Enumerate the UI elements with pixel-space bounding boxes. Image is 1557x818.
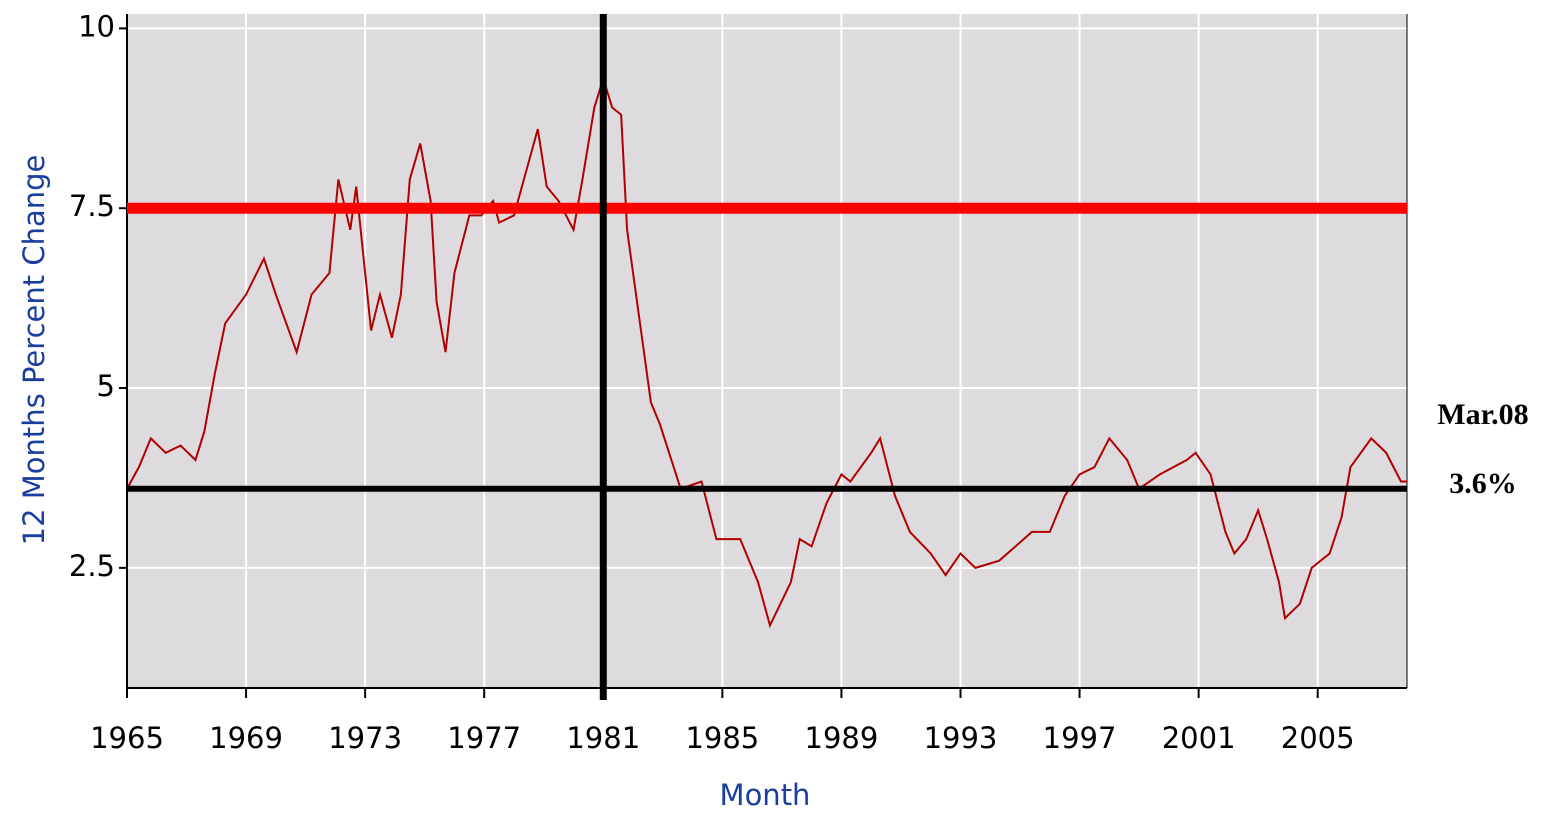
- y-tick-label: 5: [97, 369, 115, 403]
- x-tick-label: 1969: [209, 721, 283, 755]
- y-axis-label: 12 Months Percent Change: [17, 155, 51, 546]
- x-tick-label: 1973: [328, 721, 402, 755]
- y-tick-label: 10: [78, 9, 115, 43]
- x-tick-label: 1981: [566, 721, 640, 755]
- x-tick-label: 1985: [685, 721, 759, 755]
- x-tick-label: 2001: [1162, 721, 1236, 755]
- x-tick-label: 1965: [90, 721, 164, 755]
- y-tick-label: 2.5: [69, 549, 115, 583]
- x-tick-label: 1989: [805, 721, 879, 755]
- data-line: [126, 75, 1407, 629]
- x-tick-label: 2005: [1281, 721, 1355, 755]
- annotation: 3.6%: [1449, 467, 1517, 500]
- plot-layer: 2.5 5 7.5 10 1965 1969 1973 1977 1981 1985 1989 199…: [69, 9, 1408, 755]
- y-tick-label: 7.5: [69, 189, 115, 223]
- x-tick-label: 1993: [924, 721, 998, 755]
- annotation: Mar.08: [1437, 398, 1528, 431]
- x-tick-label: 1997: [1043, 721, 1117, 755]
- x-tick-label: 1977: [447, 721, 521, 755]
- x-axis-label: Month: [720, 778, 811, 812]
- plot-area: [127, 14, 1407, 688]
